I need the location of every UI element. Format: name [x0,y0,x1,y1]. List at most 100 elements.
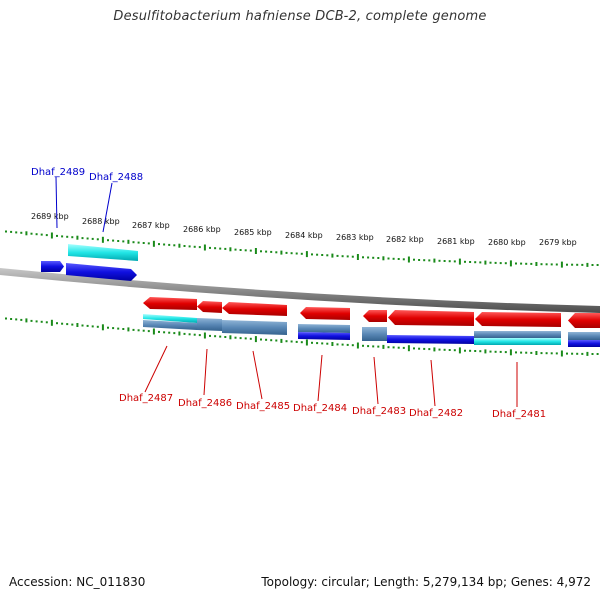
gene-label-dhaf-2485[interactable]: Dhaf_2485 [236,401,290,412]
minor-tick [316,342,319,345]
minor-tick [25,231,28,236]
minor-tick [290,252,293,255]
minor-tick [596,353,599,355]
minor-tick [168,243,171,246]
minor-tick [239,249,242,251]
minor-tick [504,262,507,265]
minor-tick [321,254,324,256]
gene-dhaf-2486[interactable] [197,301,222,313]
feature-dhaf-2482-blue[interactable] [387,335,474,344]
gene-label-dhaf-2486[interactable]: Dhaf_2486 [178,398,232,409]
minor-tick [96,325,99,328]
feature-dhaf-2481-steel[interactable] [474,331,561,338]
minor-tick [382,256,385,261]
minor-tick [566,263,568,266]
gene-dhaf-2484[interactable] [300,307,350,320]
gene-dhaf-2482[interactable] [388,310,474,326]
feature-dhaf-2485-steel[interactable] [222,320,287,335]
minor-tick [433,258,436,263]
minor-tick [555,352,558,355]
gene-next-partial[interactable] [568,313,600,328]
gene-dhaf-2488[interactable] [66,263,137,281]
minor-tick [591,353,594,355]
minor-tick [61,322,64,325]
minor-tick [423,347,426,350]
leader-dhaf-2482 [430,359,436,407]
kbp-label: 2685 kbp [234,228,272,237]
minor-tick [25,318,28,323]
genome-summary-text: Topology: circular; Length: 5,279,134 bp… [261,575,591,589]
minor-tick [20,231,23,234]
feature-dhaf-2481-cyan[interactable] [474,338,561,345]
gene-dhaf-2481[interactable] [475,312,561,327]
leader-dhaf-2486 [203,348,208,396]
feature-dhaf-2484-blue[interactable] [298,332,350,340]
minor-tick [224,336,227,338]
minor-tick [469,349,472,352]
minor-tick [520,262,523,265]
gene-dhaf-2487[interactable] [143,297,197,310]
minor-tick [229,247,232,252]
minor-tick [280,250,283,255]
minor-tick [341,343,344,346]
minor-tick [234,248,237,251]
gene-dhaf-2485[interactable] [222,302,287,316]
gene-label-dhaf-2483[interactable]: Dhaf_2483 [352,406,406,417]
minor-tick [540,352,543,355]
kbp-label: 2680 kbp [488,238,526,247]
minor-tick [362,344,364,347]
minor-tick [540,263,543,266]
minor-tick [96,238,99,241]
feature-dhaf-2486-steel[interactable] [197,318,222,331]
minor-tick [586,262,589,267]
feature-dhaf-2487-cyan[interactable] [143,314,197,323]
minor-tick [71,236,74,239]
feature-next-partial-steel[interactable] [568,332,600,340]
minor-tick [428,259,431,262]
gene-label-dhaf-2481[interactable]: Dhaf_2481 [492,409,546,420]
minor-tick [525,351,528,354]
minor-tick [219,247,222,250]
minor-tick [423,259,426,262]
major-tick [50,232,53,239]
kbp-label: 2683 kbp [336,233,374,242]
minor-tick [158,243,160,246]
minor-tick [346,343,349,346]
minor-tick [494,261,497,264]
minor-tick [464,349,466,352]
major-tick [458,258,461,265]
minor-tick [402,258,405,261]
gene-label-dhaf-2489[interactable]: Dhaf_2489 [31,167,85,178]
feature-dhaf-2488-cyan[interactable] [68,244,138,261]
minor-tick [61,235,64,238]
minor-tick [443,260,446,262]
minor-tick [71,323,74,326]
gene-label-dhaf-2482[interactable]: Dhaf_2482 [409,408,463,419]
minor-tick [66,323,69,326]
map-title: Desulfitobacterium hafniense DCB-2, comp… [113,9,487,24]
scale-ticks-bottom [5,317,599,357]
feature-dhaf-2483-steel[interactable] [362,327,387,341]
gene-label-dhaf-2487[interactable]: Dhaf_2487 [119,393,173,404]
gene-label-dhaf-2484[interactable]: Dhaf_2484 [293,403,347,414]
kbp-label: 2684 kbp [285,231,323,240]
minor-tick [520,351,523,354]
kbp-label: 2679 kbp [539,238,577,247]
minor-tick [147,330,150,333]
minor-tick [576,263,579,266]
minor-tick [193,245,196,248]
minor-tick [504,351,507,354]
minor-tick [402,346,405,349]
feature-next-partial-blue[interactable] [568,340,600,347]
gene-dhaf-2489[interactable] [41,261,64,272]
gene-dhaf-2483[interactable] [363,310,387,322]
major-tick [509,260,512,267]
feature-dhaf-2484-steel[interactable] [298,324,350,333]
gene-label-dhaf-2488[interactable]: Dhaf_2488 [89,172,143,183]
major-tick [50,319,53,326]
minor-tick [178,243,181,248]
major-tick [101,324,104,331]
major-tick [458,347,461,354]
feature-dhaf-2487-steel[interactable] [143,320,197,330]
